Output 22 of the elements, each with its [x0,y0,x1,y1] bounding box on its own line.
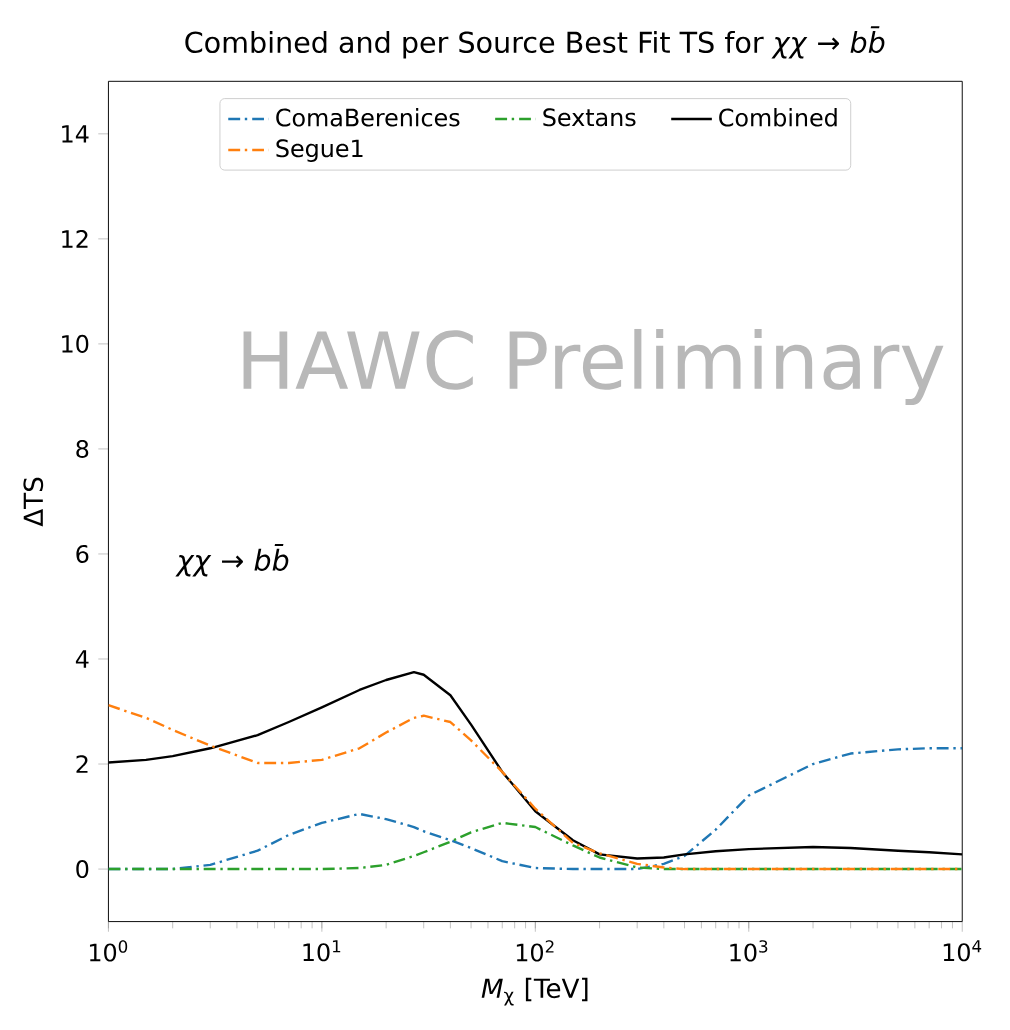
y-tick-label: 8 [76,439,89,458]
x-tick-label: 10$^{3}$ [730,940,768,962]
y-tick-label: 2 [76,755,88,773]
y-tick-label: 10 [62,334,89,353]
x-tick-label: 10$^{2}$ [517,940,554,962]
y-tick-label: 4 [76,650,89,668]
y-tick-label: 0 [76,860,89,879]
x-axis-title: M$_{χ}$ [TeV] [481,977,588,1006]
annotation: χχ → bb̄ [175,544,289,577]
x-tick-label: 10$^{0}$ [90,940,128,962]
legend-label: Combined [719,108,837,127]
legend-label: Segue1 [276,139,363,162]
y-tick-label: 12 [62,230,88,248]
x-tick-label: 10$^{4}$ [943,940,982,962]
x-tick-label: 10$^{1}$ [303,940,341,962]
y-axis-title: ΔTS [23,477,44,527]
legend-label: Sextans [543,108,636,127]
y-tick-label: 6 [76,544,89,563]
annotation: HAWC Preliminary [243,328,944,406]
y-tick-label: 14 [62,125,89,143]
legend-label: ComaBerenices [276,108,460,127]
chart-title: Combined and per Source Best Fit TS for χχ → bb̄ [185,26,885,59]
